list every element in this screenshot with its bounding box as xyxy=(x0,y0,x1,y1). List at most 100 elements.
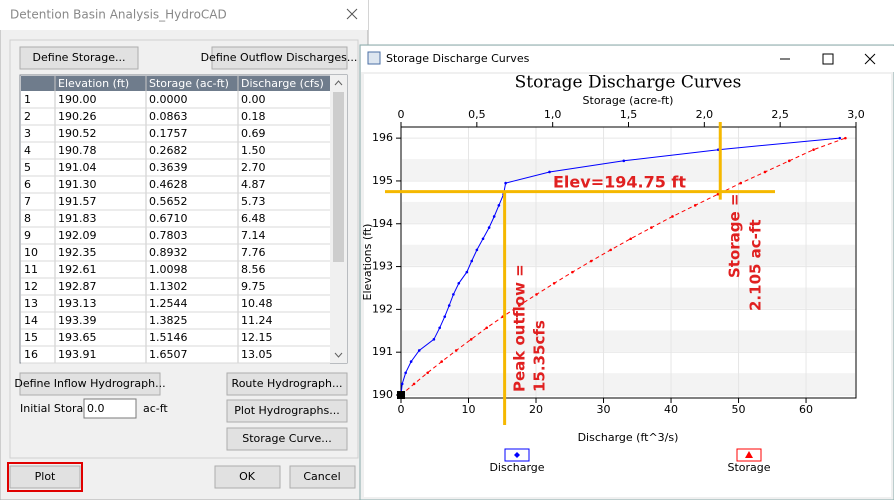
x-tick-label: 10 xyxy=(462,403,476,416)
button[interactable] xyxy=(214,465,281,489)
data-point xyxy=(404,371,407,375)
x2-tick-label: 2,0 xyxy=(696,108,714,121)
table-cell: 4 xyxy=(24,144,31,157)
table-cell: 5.73 xyxy=(241,195,266,208)
data-point xyxy=(443,315,447,318)
chart-window-title: Storage Discharge Curves xyxy=(386,52,530,65)
scroll-thumb[interactable] xyxy=(333,92,344,262)
table-cell: 190.78 xyxy=(58,144,97,157)
table-cell: 2.70 xyxy=(241,161,266,174)
table-cell: 12 xyxy=(24,280,38,293)
data-point xyxy=(787,159,791,163)
series-line xyxy=(400,137,840,396)
table-cell: 1.3825 xyxy=(149,314,188,327)
table-cell: 8.56 xyxy=(241,263,266,276)
button[interactable] xyxy=(226,399,348,423)
annotation: Storage = xyxy=(726,194,744,279)
button[interactable] xyxy=(19,372,161,396)
table-cell: 193.13 xyxy=(58,297,97,310)
legend-marker xyxy=(745,451,753,458)
button-label: Cancel xyxy=(303,470,340,483)
table-cell: 190.00 xyxy=(58,93,97,106)
legend-label: Storage xyxy=(727,461,770,474)
table-cell: 0.0000 xyxy=(149,93,188,106)
data-point xyxy=(739,181,743,185)
table-cell: 193.65 xyxy=(58,331,97,344)
button[interactable] xyxy=(211,46,348,70)
data-point xyxy=(438,326,441,330)
column-header: Discharge (cfs) xyxy=(241,77,324,90)
table-cell: 1.5146 xyxy=(149,331,188,344)
button[interactable] xyxy=(9,465,81,489)
x-tick-label: 20 xyxy=(529,403,543,416)
x-tick-label: 60 xyxy=(799,403,813,416)
maximize[interactable] xyxy=(822,53,834,65)
table-cell: 192.87 xyxy=(58,280,97,293)
data-point xyxy=(481,237,485,241)
table-cell: 0.7803 xyxy=(149,229,188,242)
button-label: Route Hydrograph... xyxy=(232,377,343,390)
table-cell: 193.91 xyxy=(58,348,97,361)
table-cell: 192.35 xyxy=(58,246,97,259)
origin-marker xyxy=(397,391,405,400)
data-point xyxy=(838,136,842,140)
grid-band xyxy=(402,159,855,181)
data-point xyxy=(432,338,436,341)
x2-tick-label: 0,5 xyxy=(468,108,486,121)
column-header: Storage (ac-ft) xyxy=(149,77,229,90)
table-cell: 14 xyxy=(24,314,38,327)
data-point xyxy=(465,270,469,274)
table-cell: 15 xyxy=(24,331,38,344)
scroll-arrows[interactable] xyxy=(334,80,343,358)
button[interactable] xyxy=(289,465,356,489)
data-point xyxy=(693,204,697,207)
table-cell: 8 xyxy=(24,212,31,225)
data-point xyxy=(504,181,507,185)
data-point xyxy=(812,148,815,151)
table-cell: 9.75 xyxy=(241,280,266,293)
input-value: 0.0 xyxy=(87,402,105,415)
button-label: Plot Hydrographs... xyxy=(234,404,339,417)
table-cell: 7.14 xyxy=(241,229,266,242)
x2-tick-label: 0 xyxy=(398,108,405,121)
column-header: Elevation (ft) xyxy=(58,77,129,90)
data-point xyxy=(485,326,489,330)
y-tick-label: 195 xyxy=(372,174,393,187)
data-point xyxy=(548,170,551,174)
data-point xyxy=(417,349,421,352)
table-cell: 0.2682 xyxy=(149,144,188,157)
table-cell: 5 xyxy=(24,161,31,174)
dialog-titlebar xyxy=(0,0,368,30)
series-line xyxy=(400,137,846,396)
table-cell: 16 xyxy=(24,348,38,361)
table-cell: 0.69 xyxy=(241,127,266,140)
data-point xyxy=(763,170,767,174)
initial-storage-label: Initial Storage: xyxy=(20,402,101,415)
window-icon xyxy=(367,51,381,65)
button[interactable] xyxy=(19,46,139,70)
data-point xyxy=(609,248,612,252)
grid-band xyxy=(402,287,855,309)
button[interactable] xyxy=(226,372,348,396)
data-point xyxy=(409,360,413,363)
table-cell: 1.1302 xyxy=(149,280,188,293)
annotation: Elev=194.75 ft xyxy=(553,173,686,192)
table-cell: 1 xyxy=(24,93,31,106)
table-cell: 0.4628 xyxy=(149,178,188,191)
table-cell: 9 xyxy=(24,229,31,242)
button-label: Define Storage... xyxy=(33,51,126,64)
table-cell: 1.0098 xyxy=(149,263,188,276)
close[interactable] xyxy=(864,53,876,65)
table xyxy=(19,74,348,364)
table-cell: 13 xyxy=(24,297,38,310)
dialog-close[interactable] xyxy=(346,8,358,20)
group-box xyxy=(9,39,359,459)
input[interactable] xyxy=(83,398,137,419)
button[interactable] xyxy=(226,427,348,451)
data-point xyxy=(622,159,626,163)
grid-band xyxy=(402,330,855,352)
x2-tick-label: 1,5 xyxy=(620,108,638,121)
data-point xyxy=(457,281,461,285)
data-point xyxy=(844,136,847,140)
